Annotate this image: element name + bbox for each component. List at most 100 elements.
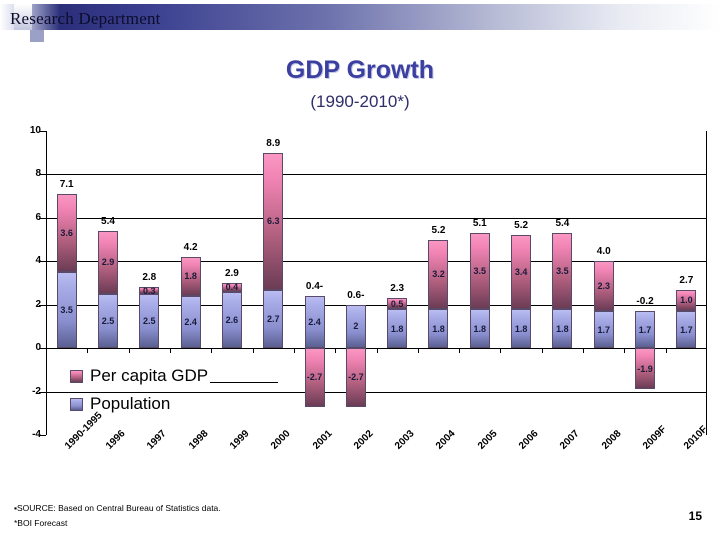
bar-group[interactable]: 1.8 3.2 5.2 xyxy=(428,131,449,435)
bar-segment-population[interactable]: 3.5 xyxy=(56,272,77,349)
legend-item-per-capita-gdp: Per capita GDP xyxy=(70,366,208,386)
bar-segment-value-population: 2.4 xyxy=(184,317,197,328)
bar-total-value: 5.2 xyxy=(514,220,529,232)
legend-item-population: Population xyxy=(70,394,208,414)
y-axis-tick xyxy=(39,131,46,132)
bar-segment-population[interactable]: 2.4 xyxy=(180,296,201,349)
gridline xyxy=(46,391,707,393)
bar-segment-value-population: 2.5 xyxy=(101,315,115,326)
y-axis-tick-label: 4 xyxy=(35,255,41,267)
bar-total-value: 0.6- xyxy=(347,289,365,301)
bar-segment-value-per-capita-gdp: 3.5 xyxy=(473,266,487,277)
bar-group[interactable]: 2.4 -2.7 0.4- xyxy=(304,131,325,435)
bar-group[interactable]: 1.7 1.0 2.7 xyxy=(676,131,697,435)
bar-segment-per-capita-gdp[interactable]: 1.8 xyxy=(180,256,201,297)
x-axis-tick xyxy=(706,348,707,353)
bar-segment-population[interactable]: 1.8 xyxy=(428,309,449,349)
bar-total-value: 2.7 xyxy=(679,274,694,286)
bar-segment-population[interactable]: 1.8 xyxy=(387,309,408,349)
x-axis-tick xyxy=(170,348,171,353)
bar-segment-per-capita-gdp[interactable]: 3.5 xyxy=(469,233,490,310)
bar-segment-per-capita-gdp[interactable]: 3.5 xyxy=(552,233,573,310)
bar-segment-per-capita-gdp[interactable]: -2.7 xyxy=(304,348,325,407)
bar-segment-per-capita-gdp[interactable]: -1.9 xyxy=(635,348,656,390)
bar-segment-value-population: 2.7 xyxy=(266,313,280,324)
bar-segment-population[interactable]: 1.7 xyxy=(593,311,614,349)
x-axis-tick xyxy=(211,348,212,353)
bar-group[interactable]: 2.4 1.8 4.2 xyxy=(180,131,201,435)
x-axis-tick xyxy=(129,348,130,353)
bar-group[interactable]: 3.5 3.6 7.1 xyxy=(56,131,77,435)
bar-segment-population[interactable]: 1.7 xyxy=(676,311,697,349)
bar-group[interactable]: 2 -2.7 0.6- xyxy=(345,131,366,435)
legend-label-per-capita-gdp: Per capita GDP xyxy=(90,366,209,385)
bar-group[interactable]: 1.7 2.3 4.0 xyxy=(593,131,614,435)
y-axis-tick-label: -4 xyxy=(32,429,41,440)
bar-group[interactable]: 2.7 6.3 8.9 xyxy=(263,131,284,435)
bar-group[interactable]: 2.5 2.9 5.4 xyxy=(97,131,118,435)
bar-segment-per-capita-gdp[interactable]: 1.0 xyxy=(676,289,697,312)
bar-segment-value-population: 2.4 xyxy=(308,317,321,328)
x-axis-tick xyxy=(666,348,667,353)
bar-segment-population[interactable]: 1.8 xyxy=(552,309,573,349)
header-banner: Research Department xyxy=(0,4,720,30)
bar-total-value: 4.0 xyxy=(596,246,611,258)
x-axis-tick xyxy=(500,348,501,353)
bar-total-value: 0.4- xyxy=(305,281,324,293)
bar-segment-population[interactable]: 2 xyxy=(345,304,366,349)
y-axis-tick xyxy=(39,174,46,176)
bar-total-value: 4.2 xyxy=(183,241,198,253)
bar-segment-per-capita-gdp[interactable]: 0.4 xyxy=(221,282,242,293)
x-axis-tick xyxy=(542,348,543,353)
bar-total-value: 5.2 xyxy=(431,224,446,236)
bar-segment-population[interactable]: 2.4 xyxy=(304,296,325,349)
bar-segment-per-capita-gdp[interactable]: 0.5 xyxy=(387,298,408,310)
bar-segment-population[interactable]: 1.8 xyxy=(469,309,490,349)
x-axis-tick xyxy=(377,348,378,353)
y-axis-tick xyxy=(39,261,46,263)
bar-group[interactable]: 2.5 0.3 2.8 xyxy=(139,131,160,435)
y-axis-tick xyxy=(39,435,46,436)
bar-segment-value-population: 1.7 xyxy=(680,324,693,335)
bar-segment-per-capita-gdp[interactable]: 2.9 xyxy=(97,230,118,294)
bar-segment-per-capita-gdp[interactable]: -2.7 xyxy=(345,348,366,407)
y-axis-tick-label: 2 xyxy=(35,298,41,310)
bar-segment-per-capita-gdp[interactable]: 3.4 xyxy=(511,235,532,310)
bar-group[interactable]: 1.8 3.4 5.2 xyxy=(511,131,532,435)
bar-group[interactable]: 2.6 0.4 2.9 xyxy=(221,131,242,435)
chart-plot-area: 10 8 6 4 2 0 -2 -4 3.5 3.6 7.1 2.5 2.9 5.4 2.5 0.3 2.8 2… xyxy=(30,126,707,440)
bar-segment-per-capita-gdp[interactable]: 6.3 xyxy=(263,152,284,290)
banner-accent-light xyxy=(14,4,32,30)
bar-segment-value-population: 2.5 xyxy=(143,315,156,326)
bar-segment-per-capita-gdp[interactable]: 3.2 xyxy=(428,239,449,310)
bar-segment-population[interactable]: 2.5 xyxy=(97,293,118,349)
bar-segment-population[interactable]: 1.7 xyxy=(635,311,656,349)
bar-total-value: 8.9 xyxy=(266,137,281,149)
bar-segment-per-capita-gdp[interactable]: 3.6 xyxy=(56,193,77,273)
gridline xyxy=(46,174,707,176)
bar-group[interactable]: 1.8 3.5 5.1 xyxy=(469,131,490,435)
y-axis-tick-label: -2 xyxy=(32,385,41,397)
gridline xyxy=(46,348,707,350)
bar-segment-value-per-capita-gdp: 2.9 xyxy=(101,257,115,268)
bar-segment-per-capita-gdp[interactable]: 0.3 xyxy=(139,286,160,295)
bar-segment-value-per-capita-gdp: 3.2 xyxy=(432,269,445,280)
bar-group[interactable]: 1.8 3.5 5.4 xyxy=(552,131,573,435)
bar-segment-value-per-capita-gdp: 0.4 xyxy=(225,282,239,293)
bar-segment-value-per-capita-gdp: -1.9 xyxy=(637,363,653,374)
x-axis-tick xyxy=(335,348,336,353)
x-axis-tick xyxy=(46,348,47,353)
y-axis-line xyxy=(46,131,47,435)
bar-segment-value-per-capita-gdp: 1.0 xyxy=(680,295,693,306)
bar-segment-value-per-capita-gdp: -2.7 xyxy=(306,372,323,383)
bar-segment-value-population: 2.6 xyxy=(225,314,239,325)
bar-segment-population[interactable]: 1.8 xyxy=(511,309,532,349)
y-axis-tick xyxy=(39,348,46,350)
bar-group[interactable]: 1.8 0.5 2.3 xyxy=(387,131,408,435)
bar-segment-population[interactable]: 2.6 xyxy=(221,291,242,349)
bar-group[interactable]: 1.7 -1.9 -0.2 xyxy=(635,131,656,435)
bar-segment-population[interactable]: 2.7 xyxy=(263,289,284,349)
bar-total-value: 2.8 xyxy=(142,272,157,284)
bar-segment-per-capita-gdp[interactable]: 2.3 xyxy=(593,261,614,312)
bar-segment-population[interactable]: 2.5 xyxy=(139,293,160,349)
